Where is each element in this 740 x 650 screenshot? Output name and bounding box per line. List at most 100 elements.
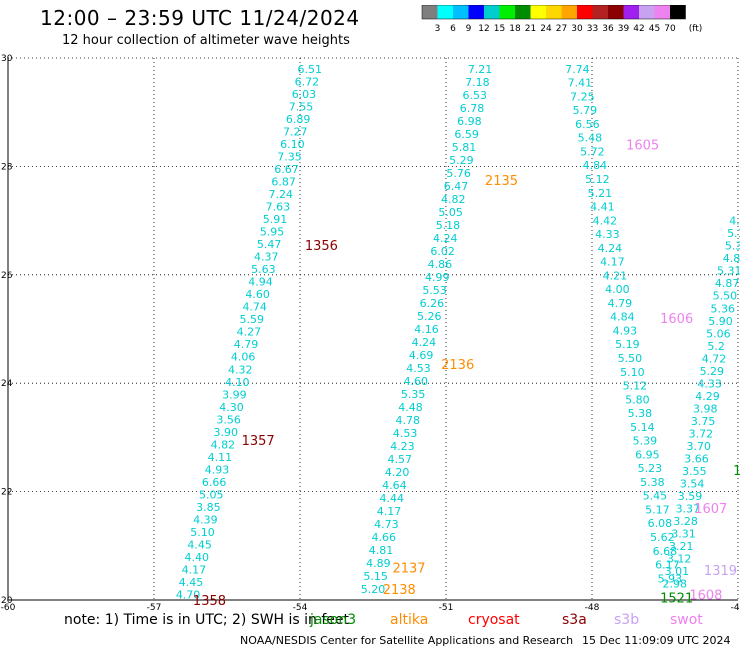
swh-value-point: 5.26 bbox=[417, 310, 442, 323]
swh-value-point: 4.17 bbox=[600, 256, 625, 269]
swh-value-point: 3.70 bbox=[686, 440, 711, 453]
swh-value-point: 4.69 bbox=[409, 349, 434, 362]
colorbar-swatch bbox=[437, 5, 453, 19]
swh-value-point: 6.68 bbox=[653, 545, 678, 558]
swh-value-point: 6.26 bbox=[420, 297, 445, 310]
swh-value-point: 5.14 bbox=[630, 421, 655, 434]
swh-value-point: 6.98 bbox=[457, 115, 482, 128]
colorbar-tick-label: 18 bbox=[509, 24, 521, 34]
swh-value-point: 4.82 bbox=[441, 193, 466, 206]
swh-value-point: 6.87 bbox=[271, 175, 296, 188]
swh-value-point: 3.90 bbox=[213, 426, 238, 439]
colorbar-unit: (ft) bbox=[689, 24, 703, 34]
colorbar-tick-label: 42 bbox=[633, 24, 644, 34]
colorbar-swatch bbox=[515, 5, 531, 19]
swh-value-point: 6.02 bbox=[430, 245, 455, 258]
swh-value-point: 5.05 bbox=[199, 488, 224, 501]
pass-time-label: 1357 bbox=[242, 434, 275, 449]
swh-value-point: 5.12 bbox=[623, 380, 648, 393]
swh-value-point: 4.21 bbox=[603, 269, 628, 282]
swh-value-point: 3.21 bbox=[669, 540, 694, 553]
colorbar-tick-label: 30 bbox=[571, 24, 583, 34]
swh-value-point: 4.29 bbox=[695, 390, 720, 403]
pass-time-label: 1521 bbox=[660, 591, 693, 606]
swh-value-point: 7.27 bbox=[283, 125, 308, 138]
swh-value-point: 5.2 bbox=[707, 340, 725, 353]
swh-value-point: 4.20 bbox=[385, 466, 410, 479]
colorbar-swatch bbox=[530, 5, 546, 19]
swh-value-point: 4.93 bbox=[205, 463, 230, 476]
x-tick-label: -51 bbox=[439, 603, 454, 612]
swh-value-point: 5.90 bbox=[708, 315, 733, 328]
colorbar-tick-label: 45 bbox=[649, 24, 660, 34]
swh-value-point: 5.93 bbox=[658, 572, 683, 585]
x-tick-label: -57 bbox=[147, 603, 162, 612]
swh-value-point: 3.54 bbox=[680, 478, 705, 491]
swh-value-point: 6.72 bbox=[295, 75, 320, 88]
colorbar-tick-label: 12 bbox=[478, 24, 489, 34]
swh-value-point: 4.45 bbox=[187, 539, 212, 552]
swh-value-point: 4.78 bbox=[396, 414, 421, 427]
swh-value-point: 3.01 bbox=[665, 565, 690, 578]
swh-value-point: 4.94 bbox=[248, 276, 273, 289]
x-tick-label: -45 bbox=[731, 603, 740, 612]
pass-time-label: 2136 bbox=[441, 358, 474, 373]
swh-value-point: 4.86 bbox=[428, 258, 453, 271]
swh-value-point: 5.17 bbox=[645, 503, 670, 516]
swh-value-point: 4.27 bbox=[237, 326, 262, 339]
colorbar-tick-label: 27 bbox=[556, 24, 567, 34]
swh-value-point: 4.87 bbox=[715, 277, 740, 290]
pass-time-label: 2137 bbox=[392, 561, 425, 576]
swh-value-point: 7.25 bbox=[570, 90, 595, 103]
mission-label-s3b: s3b bbox=[614, 612, 640, 628]
swh-value-point: 4.53 bbox=[393, 427, 418, 440]
pass-time-label: 1319 bbox=[704, 564, 737, 579]
swh-value-point: 5.80 bbox=[625, 393, 650, 406]
colorbar-swatch bbox=[422, 5, 438, 19]
pass-time-label: 2138 bbox=[383, 583, 416, 598]
swh-value-point: 6.95 bbox=[635, 448, 660, 461]
swh-value-point: 5.23 bbox=[638, 462, 663, 475]
chart-title: 12:00 – 23:59 UTC 11/24/2024 bbox=[40, 6, 360, 30]
swh-value-point: 5.29 bbox=[449, 154, 474, 167]
swh-value-point: 4.16 bbox=[414, 323, 439, 336]
swh-value-point: 5.63 bbox=[251, 263, 276, 276]
swh-value-point: 7.55 bbox=[289, 100, 314, 113]
swh-value-point: 3.37 bbox=[676, 503, 701, 516]
swh-value-point: 4.7 bbox=[729, 215, 740, 228]
swh-value-point: 4.24 bbox=[412, 336, 437, 349]
swh-value-point: 4.57 bbox=[388, 453, 413, 466]
swh-value-point: 3.99 bbox=[222, 388, 247, 401]
x-tick-label: -48 bbox=[585, 603, 600, 612]
swh-value-point: 6.03 bbox=[292, 88, 317, 101]
swh-value-point: 4.23 bbox=[390, 440, 415, 453]
swh-value-point: 4.79 bbox=[234, 338, 259, 351]
swh-value-point: 5.50 bbox=[618, 352, 643, 365]
swh-value-point: 4.81 bbox=[369, 544, 394, 557]
swh-value-point: 5.50 bbox=[713, 290, 738, 303]
swh-value-point: 5.38 bbox=[640, 476, 665, 489]
swh-value-point: 6.78 bbox=[460, 102, 485, 115]
mission-label-swot: swot bbox=[670, 612, 703, 628]
swh-value-point: 4.30 bbox=[219, 401, 244, 414]
pass-time-label: 1356 bbox=[305, 239, 338, 254]
swh-value-point: 3.72 bbox=[689, 427, 714, 440]
pass-time-label: 1605 bbox=[626, 139, 659, 154]
swh-value-point: 6.89 bbox=[286, 113, 311, 126]
swh-value-point: 3.55 bbox=[682, 465, 707, 478]
swh-value-point: 4.44 bbox=[379, 492, 404, 505]
swh-value-point: 3.85 bbox=[196, 501, 221, 514]
swh-value-point: 5.81 bbox=[452, 141, 477, 154]
colorbar-tick-label: 15 bbox=[494, 24, 505, 34]
colorbar-swatch bbox=[453, 5, 469, 19]
swh-value-point: 3.75 bbox=[691, 415, 716, 428]
colorbar-swatch bbox=[484, 5, 500, 19]
swh-value-point: 4.66 bbox=[371, 531, 396, 544]
swh-value-point: 5.05 bbox=[438, 206, 463, 219]
swh-value-point: 4.24 bbox=[598, 242, 623, 255]
swh-value-point: 4.45 bbox=[179, 576, 204, 589]
swh-value-point: 4.39 bbox=[193, 513, 218, 526]
swh-value-point: 6.17 bbox=[655, 559, 680, 572]
colorbar-tick-label: 33 bbox=[587, 24, 598, 34]
swh-value-point: 7.35 bbox=[277, 150, 302, 163]
